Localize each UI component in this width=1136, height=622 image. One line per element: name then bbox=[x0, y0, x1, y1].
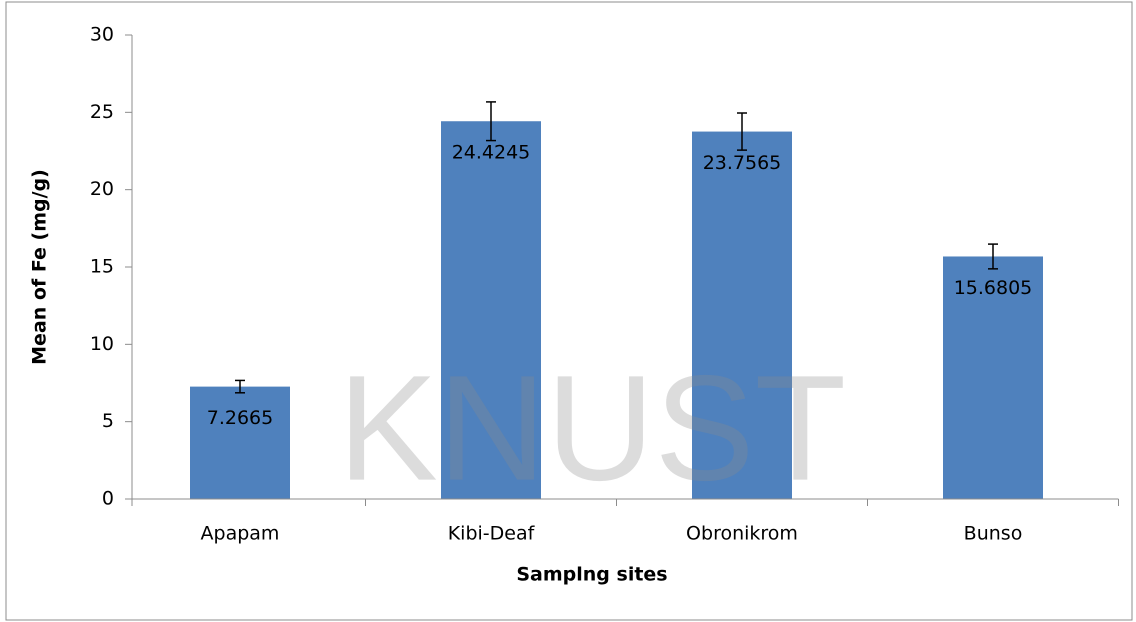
bar bbox=[692, 131, 792, 499]
y-tick-label: 10 bbox=[90, 333, 114, 355]
value-label: 7.2665 bbox=[207, 407, 273, 429]
x-tick-label: Bunso bbox=[964, 523, 1023, 545]
bar bbox=[190, 386, 290, 499]
x-tick-label: Obronikrom bbox=[686, 523, 798, 545]
y-axis-label: Mean of Fe (mg/g) bbox=[29, 169, 51, 365]
y-tick-label: 5 bbox=[102, 410, 114, 432]
value-label: 24.4245 bbox=[452, 142, 531, 164]
x-axis-label: Samplng sites bbox=[516, 564, 667, 586]
y-tick-label: 15 bbox=[90, 256, 114, 278]
value-label: 15.6805 bbox=[954, 277, 1033, 299]
y-tick-label: 20 bbox=[90, 178, 114, 200]
x-tick-label: Kibi-Deaf bbox=[448, 523, 536, 545]
bar bbox=[441, 121, 541, 499]
bar bbox=[943, 256, 1043, 499]
x-tick-label: Apapam bbox=[201, 523, 280, 545]
y-tick-label: 0 bbox=[102, 488, 114, 510]
watermark: KNUST bbox=[338, 344, 846, 512]
y-tick-label: 30 bbox=[90, 24, 114, 46]
y-tick-label: 25 bbox=[90, 101, 114, 123]
value-label: 23.7565 bbox=[703, 152, 782, 174]
